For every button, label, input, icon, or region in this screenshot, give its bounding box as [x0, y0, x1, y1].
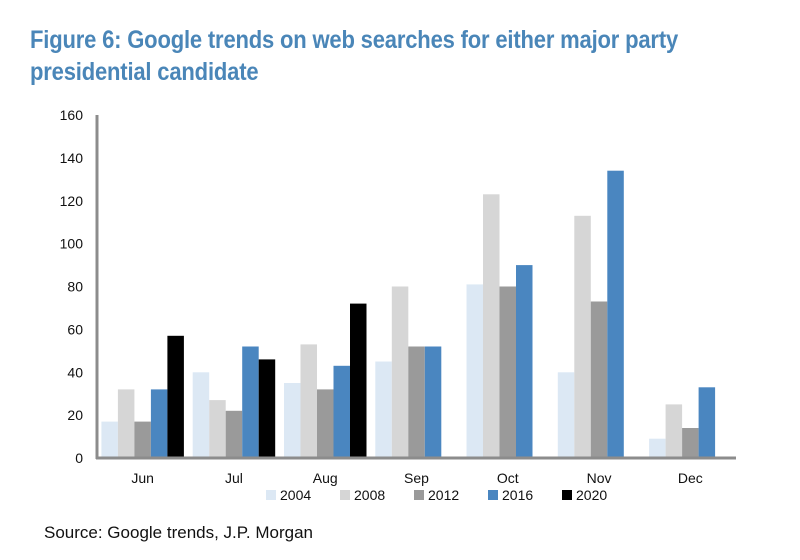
y-tick-label: 120: [60, 193, 84, 209]
y-tick-label: 160: [60, 107, 84, 123]
legend-swatch-2008: [340, 490, 350, 500]
y-tick-label: 40: [67, 364, 83, 380]
y-tick-label: 60: [67, 321, 83, 337]
bar-jul-2008: [209, 400, 226, 458]
legend-swatch-2004: [266, 490, 276, 500]
bar-oct-2012: [499, 286, 516, 458]
bar-jul-2020: [258, 359, 276, 458]
y-tick-label: 100: [60, 236, 84, 252]
y-tick-label: 80: [67, 279, 83, 295]
legend-swatch-2016: [488, 490, 498, 500]
y-tick-label: 0: [75, 450, 83, 466]
bar-aug-2004: [284, 383, 301, 458]
bar-oct-2004: [466, 284, 483, 458]
legend-label-2016: 2016: [502, 487, 533, 503]
bar-jul-2016: [242, 346, 259, 458]
bar-oct-2016: [516, 265, 533, 458]
bar-nov-2008: [574, 215, 591, 458]
bar-jun-2016: [150, 389, 168, 458]
legend-label-2004: 2004: [280, 487, 311, 503]
bar-aug-2012: [317, 389, 334, 458]
legend-label-2012: 2012: [428, 487, 459, 503]
bar-dec-2004: [649, 438, 666, 458]
bar-aug-2020: [350, 303, 367, 458]
legend-label-2008: 2008: [354, 487, 385, 503]
bar-aug-2016: [333, 365, 350, 458]
bar-jun-2008: [117, 389, 135, 458]
bar-jul-2012: [225, 410, 243, 458]
bar-sep-2008: [391, 286, 409, 458]
bar-nov-2004: [557, 372, 575, 459]
chart-title: Figure 6: Google trends on web searches …: [30, 26, 679, 86]
y-tick-labels: 0 20 40 60 80 100 120 140 160: [60, 107, 84, 466]
x-tick-label: Sep: [404, 470, 429, 486]
x-tick-labels: Jun Jul Aug Sep Oct Nov Dec: [131, 470, 702, 486]
bar-sep-2004: [375, 361, 392, 458]
bar-jul-2004: [192, 372, 210, 459]
x-tick-label: Dec: [678, 470, 703, 486]
bar-chart: 0 20 40 60 80 100 120 140 160 Jun Jul Aug Sep Oct Nov…: [60, 107, 736, 503]
x-tick-label: Jun: [131, 470, 154, 486]
legend-label-2020: 2020: [576, 487, 607, 503]
bar-sep-2016: [424, 346, 442, 458]
bar-dec-2008: [665, 404, 683, 458]
x-tick-label: Jul: [225, 470, 243, 486]
legend-swatch-2012: [414, 490, 424, 500]
bar-dec-2016: [698, 387, 716, 458]
source-note: Source: Google trends, J.P. Morgan: [44, 523, 314, 542]
bar-dec-2012: [682, 428, 699, 458]
legend-swatch-2020: [562, 490, 572, 500]
bars-group: [101, 170, 716, 459]
x-tick-label: Aug: [313, 470, 338, 486]
legend: 2004 2008 2012 2016 2020: [266, 487, 607, 503]
bar-aug-2008: [300, 344, 317, 458]
bar-sep-2012: [408, 346, 425, 458]
x-tick-label: Nov: [587, 470, 612, 486]
bar-jun-2004: [101, 421, 118, 458]
y-tick-label: 20: [67, 407, 83, 423]
bar-jun-2020: [167, 335, 184, 458]
bar-nov-2016: [607, 170, 624, 458]
bar-jun-2012: [134, 421, 151, 458]
bar-oct-2008: [483, 194, 500, 459]
y-tick-label: 140: [60, 150, 84, 166]
bar-nov-2012: [590, 301, 608, 458]
x-tick-label: Oct: [497, 470, 519, 486]
